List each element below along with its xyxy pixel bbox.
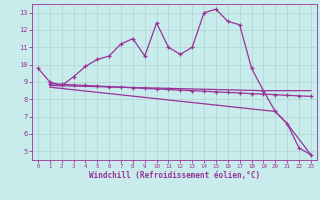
X-axis label: Windchill (Refroidissement éolien,°C): Windchill (Refroidissement éolien,°C)	[89, 171, 260, 180]
